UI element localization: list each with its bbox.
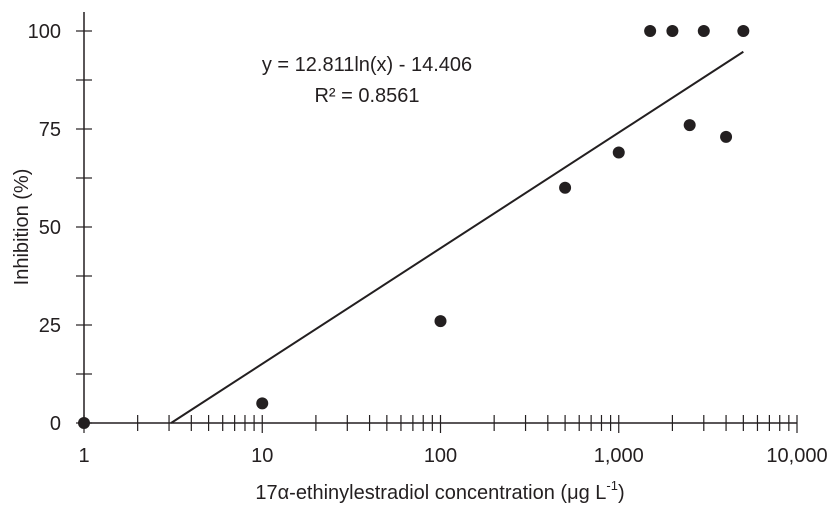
y-tick-label: 75 bbox=[39, 119, 61, 141]
y-axis-tick-labels: 0 25 50 75 100 bbox=[28, 21, 61, 435]
trendline-equation: y = 12.811ln(x) - 14.406 bbox=[262, 54, 472, 76]
y-tick-label: 100 bbox=[28, 21, 61, 43]
data-point bbox=[697, 25, 710, 37]
x-tick-label: 100 bbox=[424, 445, 457, 467]
x-tick-label: 1 bbox=[78, 445, 89, 467]
x-tick-label: 10,000 bbox=[766, 445, 827, 467]
y-tick-label: 50 bbox=[39, 217, 61, 239]
data-point bbox=[720, 130, 733, 143]
x-axis-tick-labels: 1 10 100 1,000 10,000 bbox=[78, 445, 827, 467]
trendline-r-squared: R² = 0.8561 bbox=[314, 85, 419, 107]
data-point bbox=[612, 146, 625, 159]
data-points bbox=[78, 25, 750, 429]
data-point bbox=[683, 119, 696, 132]
y-axis-title: Inhibition (%) bbox=[11, 169, 33, 286]
data-point bbox=[644, 25, 657, 37]
x-axis-title-close: ) bbox=[618, 482, 625, 504]
data-point bbox=[434, 315, 447, 328]
trendline bbox=[170, 50, 744, 424]
x-tick-label: 10 bbox=[251, 445, 273, 467]
x-tick-label: 1,000 bbox=[594, 445, 644, 467]
x-axis-title: 17α-ethinylestradiol concentration (μg L… bbox=[255, 478, 624, 504]
data-point bbox=[737, 25, 750, 37]
data-point bbox=[256, 397, 269, 410]
x-axis-title-superscript: -1 bbox=[606, 478, 618, 493]
y-tick-label: 0 bbox=[50, 413, 61, 435]
data-point bbox=[78, 417, 90, 429]
y-tick-label: 25 bbox=[39, 315, 61, 337]
data-point bbox=[666, 25, 679, 37]
x-axis-title-text: 17α-ethinylestradiol concentration (μg L bbox=[255, 482, 606, 504]
data-point bbox=[559, 181, 572, 194]
x-axis-ticks bbox=[83, 415, 798, 433]
